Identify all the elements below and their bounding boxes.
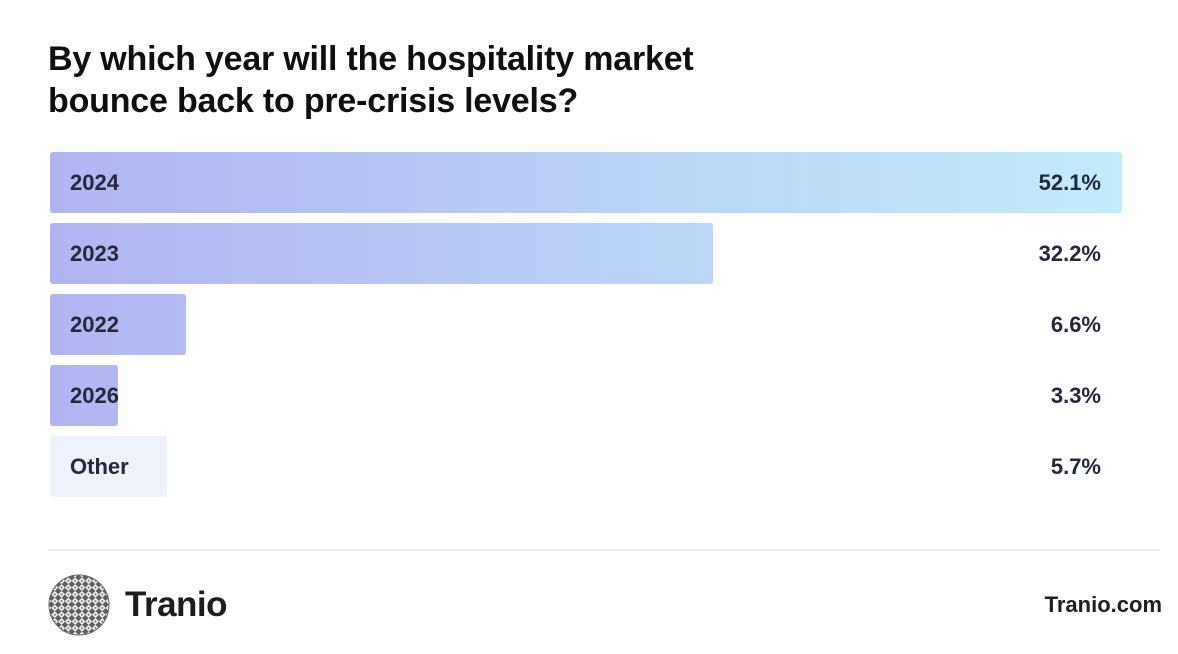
bar-row-2026: 2026 3.3% — [50, 365, 1122, 426]
bar-label-2022: 2022 — [70, 311, 119, 337]
bar-label-2023: 2023 — [70, 240, 119, 266]
bar-label-other: Other — [70, 453, 129, 479]
bar-row-2024: 2024 52.1% — [50, 152, 1122, 213]
chart-title: By which year will the hospitality marke… — [48, 38, 694, 122]
bar-label-2024: 2024 — [70, 169, 119, 195]
bar-value-2022: 6.6% — [1050, 311, 1101, 337]
bar-value-2024: 52.1% — [1038, 169, 1101, 195]
footer-divider — [48, 549, 1160, 551]
bar-row-2022: 2022 6.6% — [50, 294, 1122, 355]
bar-2026 — [50, 365, 118, 426]
bar-2024 — [50, 152, 1122, 213]
chart-title-line-1: By which year will the hospitality marke… — [48, 40, 694, 78]
tranio-logo-icon — [48, 574, 110, 636]
footer: Tranio Tranio.com — [48, 572, 1162, 638]
bar-row-other: Other 5.7% — [50, 436, 1122, 497]
bar-chart: 2024 52.1% 2023 32.2% 2022 6.6% 2026 3.3… — [50, 152, 1122, 497]
bar-label-2026: 2026 — [70, 382, 119, 408]
brand-name: Tranio — [125, 585, 228, 624]
bar-value-2023: 32.2% — [1038, 240, 1101, 266]
bar-value-other: 5.7% — [1050, 453, 1101, 479]
bar-2022 — [50, 294, 186, 355]
bar-row-2023: 2023 32.2% — [50, 223, 1122, 284]
bar-value-2026: 3.3% — [1050, 382, 1101, 408]
chart-title-line-2: bounce back to pre-crisis levels? — [48, 82, 579, 120]
website-label: Tranio.com — [1044, 592, 1162, 617]
bar-2023 — [50, 223, 713, 284]
bar-other — [50, 436, 168, 497]
